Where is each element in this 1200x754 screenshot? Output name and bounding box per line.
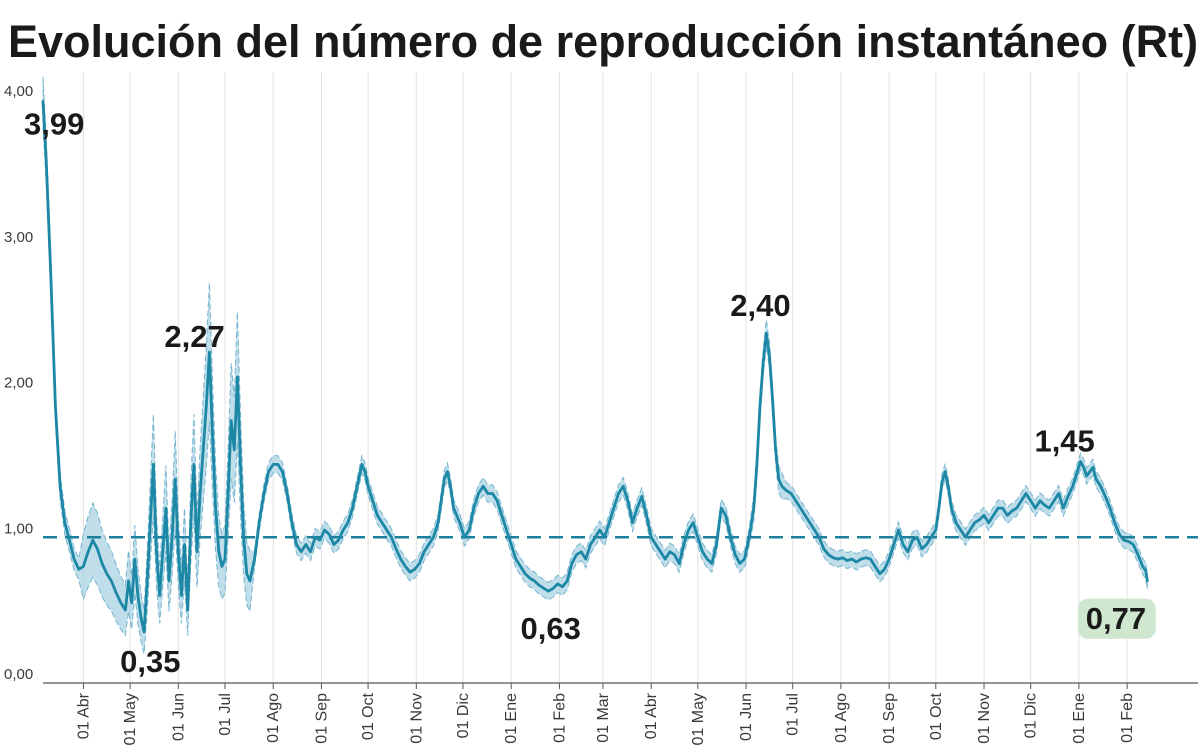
y-tick-label: 2,00 [4,375,33,392]
annotation-label: 0,63 [521,611,581,646]
annotation-label: 2,40 [730,288,790,323]
annotations-layer: 3,99 0,35 2,27 0,63 2,40 1,45 0,77 [24,106,1156,679]
x-tick-label: 01 Mar [595,692,612,742]
annotation-label: 2,27 [164,319,224,354]
chart-title: Evolución del número de reproducción ins… [8,16,1198,67]
x-tick-label: 01 Dic [1023,693,1040,738]
y-tick-label: 1,00 [4,520,33,537]
x-tick-label: 01 Jun [170,693,187,741]
x-tick-label: 01 Feb [1119,693,1136,743]
y-tick-label: 4,00 [4,83,33,100]
x-tick-label: 01 Abr [75,692,92,739]
x-tick-label: 01 Ago [833,693,850,743]
annotation-label: 3,99 [24,106,84,141]
y-tick-label: 3,00 [4,229,33,246]
x-tick-label: 01 May [690,693,707,745]
x-tick-label: 01 Sep [881,693,898,744]
x-tick-label: 01 Oct [928,692,945,740]
x-tick-label: 01 Nov [408,693,425,744]
x-axis: 01 Abr 01 May 01 Jun 01 Jul 01 Ago 01 Sep 01 O… [43,682,1198,745]
x-tick-label: 01 Sep [313,693,330,744]
x-tick-label: 01 Jul [785,693,802,736]
x-tick-label: 01 Feb [551,693,568,743]
rt-series-line [41,100,1149,634]
highlight-badge [1077,598,1156,639]
y-tick-label: 0,00 [4,666,33,683]
x-tick-label: 01 Ene [503,693,520,744]
x-tick-label: 01 Dic [455,693,472,738]
x-tick-label: 01 Abr [643,692,660,739]
x-tick-label: 01 Ene [1071,693,1088,744]
grid-layer [82,72,1128,683]
series-layer [41,100,1149,634]
annotation-label: 0,35 [120,644,180,679]
annotation-label: 1,45 [1034,424,1094,459]
x-tick-label: 01 Jul [217,693,234,736]
x-tick-label: 01 May [122,693,139,745]
y-axis: 0,00 1,00 2,00 3,00 4,00 [4,83,33,683]
x-tick-label: 01 Nov [976,693,993,744]
x-tick-label: 01 Ago [265,693,282,743]
annotation-label: 0,77 [1086,601,1146,636]
x-tick-label: 01 Oct [360,692,377,740]
x-tick-label: 01 Jun [738,693,755,741]
